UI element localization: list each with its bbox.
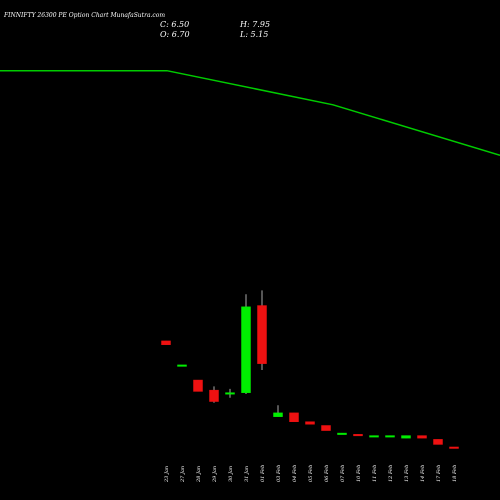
candle xyxy=(433,439,443,445)
x-tick-label: 06 Feb xyxy=(324,465,330,482)
candle-body-down xyxy=(321,425,331,431)
x-tick-label: 18 Feb xyxy=(452,465,458,482)
x-tick-label: 28 Jan xyxy=(196,466,202,483)
x-tick-label: 01 Feb xyxy=(260,465,266,482)
candle-body-up xyxy=(401,435,411,439)
candle-body-up xyxy=(385,435,395,438)
candle xyxy=(209,386,219,403)
x-tick-label: 27 Jan xyxy=(180,466,186,483)
candle xyxy=(385,435,395,438)
candle xyxy=(225,388,235,398)
candle-body-down xyxy=(417,435,427,439)
candle-body-up xyxy=(369,435,379,438)
candle-body-down xyxy=(353,434,363,437)
candle xyxy=(401,435,411,439)
low-value: L: 5.15 xyxy=(239,30,268,39)
candle xyxy=(449,446,459,449)
x-tick-label: 17 Feb xyxy=(436,465,442,482)
candle-body-up xyxy=(225,392,235,395)
candle-body-down xyxy=(289,412,299,422)
open-value: O: 6.70 xyxy=(160,30,190,39)
x-tick-label: 31 Jan xyxy=(244,466,250,482)
moving-average-line xyxy=(0,69,500,157)
close-value: C: 6.50 xyxy=(160,20,189,29)
candle xyxy=(417,435,427,439)
high-value: H: 7.95 xyxy=(239,20,270,29)
candle-body-up xyxy=(177,364,187,367)
x-tick-label: 29 Jan xyxy=(212,466,218,483)
candle-body-up xyxy=(273,412,283,417)
candle xyxy=(305,421,315,425)
x-tick-label: 11 Feb xyxy=(372,465,378,482)
candles-layer xyxy=(161,290,459,449)
x-tick-label: 23 Jan xyxy=(164,466,170,483)
candle-body-up xyxy=(241,306,251,393)
candle xyxy=(193,379,203,392)
x-tick-label: 04 Feb xyxy=(292,465,298,482)
x-tick-label: 14 Feb xyxy=(420,465,426,482)
x-tick-label: 12 Feb xyxy=(388,465,394,482)
candle-body-down xyxy=(449,446,459,449)
x-tick-label: 10 Feb xyxy=(356,465,362,482)
candle xyxy=(353,434,363,437)
candle xyxy=(337,432,347,435)
x-axis-ticks: 23 Jan 27 Jan 28 Jan 29 Jan 30 Jan 31 Jan 01 F… xyxy=(164,465,458,483)
candle-body-down xyxy=(161,340,171,345)
candle xyxy=(289,412,299,422)
candle xyxy=(161,340,171,345)
chart-title: FINNIFTY 26300 PE Option Chart MunafaSut… xyxy=(3,12,165,19)
x-tick-label: 05 Feb xyxy=(308,465,314,482)
candle xyxy=(321,425,331,431)
moving-average-layer xyxy=(0,69,500,157)
candle-body-down xyxy=(433,439,443,445)
x-tick-label: 30 Jan xyxy=(228,466,234,482)
x-tick-label: 07 Feb xyxy=(340,465,346,482)
candle-body-up xyxy=(337,432,347,435)
candle xyxy=(273,405,283,417)
candle xyxy=(241,294,251,394)
candle-body-down xyxy=(209,389,219,402)
candle xyxy=(369,435,379,438)
candle xyxy=(177,364,187,367)
x-tick-label: 03 Feb xyxy=(276,465,282,482)
candle-body-down xyxy=(193,379,203,392)
candle xyxy=(257,290,267,370)
candle-body-down xyxy=(257,305,267,364)
x-tick-label: 13 Feb xyxy=(404,465,410,482)
candle-body-down xyxy=(305,421,315,425)
